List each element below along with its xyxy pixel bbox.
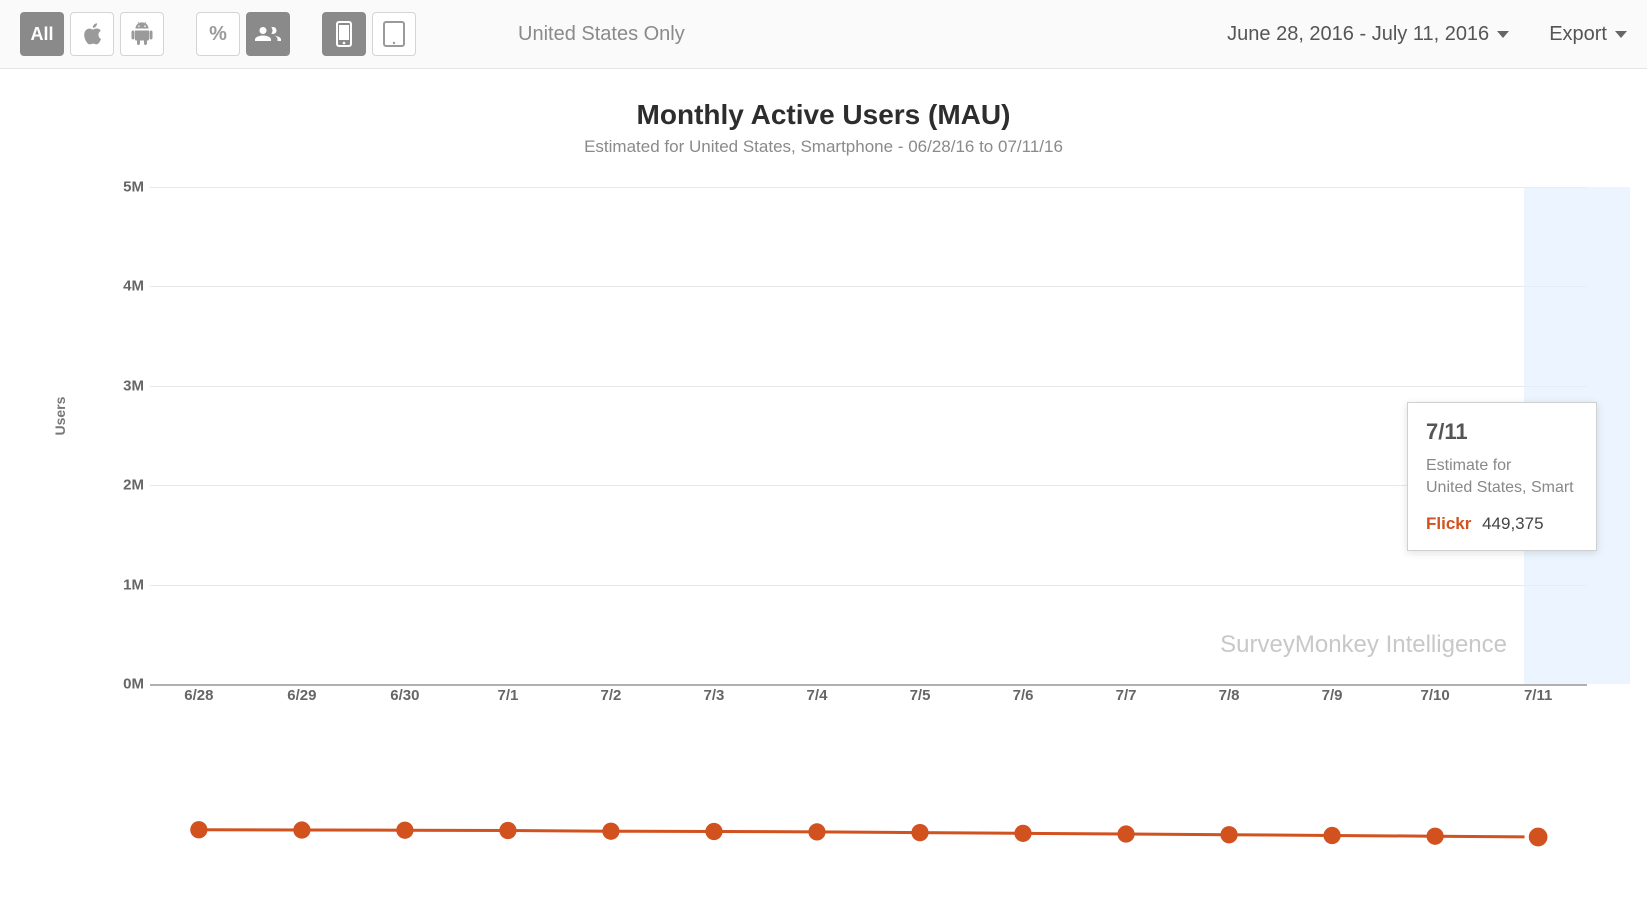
- filter-apple-button[interactable]: [70, 12, 114, 56]
- smartphone-icon: [336, 21, 352, 47]
- y-tick: 4M: [104, 278, 144, 295]
- chart-container: Monthly Active Users (MAU) Estimated for…: [0, 69, 1647, 727]
- x-axis-ticks: 6/28 6/29 6/30 7/1 7/2 7/3 7/4 7/5 7/6 7/7 7/8 7/9 7…: [150, 687, 1587, 711]
- toolbar: All % United States Only June 28, 2016 -…: [0, 0, 1647, 69]
- toolbar-right: June 28, 2016 - July 11, 2016 Export: [1227, 23, 1627, 46]
- chart-subtitle: Estimated for United States, Smartphone …: [40, 137, 1607, 157]
- date-range-text: June 28, 2016 - July 11, 2016: [1227, 23, 1489, 46]
- filter-all-button[interactable]: All: [20, 12, 64, 56]
- apple-icon: [82, 22, 102, 46]
- filter-android-button[interactable]: [120, 12, 164, 56]
- filter-all-label: All: [30, 24, 53, 45]
- tooltip-subtitle: Estimate for United States, Smart: [1426, 455, 1578, 500]
- export-label: Export: [1549, 23, 1607, 46]
- x-tick: 7/10: [1421, 687, 1450, 704]
- tooltip-sub-line1: Estimate for: [1426, 457, 1511, 474]
- tooltip-sub-line2: United States, Smart: [1426, 479, 1574, 496]
- users-icon: [255, 26, 281, 42]
- line-series: [150, 187, 1587, 901]
- y-tick: 5M: [104, 179, 144, 196]
- y-tick: 0M: [104, 676, 144, 693]
- export-button[interactable]: Export: [1549, 23, 1627, 46]
- tooltip-series-value: 449,375: [1482, 514, 1543, 533]
- chevron-down-icon: [1615, 31, 1627, 38]
- x-tick: 7/3: [704, 687, 725, 704]
- x-tick: 7/8: [1219, 687, 1240, 704]
- y-tick: 2M: [104, 477, 144, 494]
- x-tick: 7/6: [1013, 687, 1034, 704]
- x-tick: 7/7: [1116, 687, 1137, 704]
- y-tick: 1M: [104, 576, 144, 593]
- device-group: [322, 12, 416, 56]
- x-tick: 6/29: [287, 687, 316, 704]
- x-tick: 7/1: [497, 687, 518, 704]
- x-tick: 7/2: [601, 687, 622, 704]
- chevron-down-icon: [1497, 31, 1509, 38]
- x-tick: 7/11: [1524, 687, 1552, 704]
- tooltip-date: 7/11: [1426, 419, 1578, 445]
- x-tick: 7/4: [807, 687, 828, 704]
- y-tick: 3M: [104, 377, 144, 394]
- metric-group: %: [196, 12, 290, 56]
- tooltip-series-name: Flickr: [1426, 514, 1471, 533]
- tooltip: 7/11 Estimate for United States, Smart F…: [1407, 402, 1597, 551]
- tooltip-series-row: Flickr 449,375: [1426, 514, 1578, 534]
- users-button[interactable]: [246, 12, 290, 56]
- y-axis-label: Users: [52, 397, 68, 436]
- date-range-picker[interactable]: June 28, 2016 - July 11, 2016: [1227, 23, 1509, 46]
- smartphone-button[interactable]: [322, 12, 366, 56]
- tablet-button[interactable]: [372, 12, 416, 56]
- region-label: United States Only: [518, 23, 1219, 46]
- x-tick: 7/5: [910, 687, 931, 704]
- x-tick: 7/9: [1322, 687, 1343, 704]
- android-icon: [131, 22, 153, 46]
- x-tick: 6/30: [390, 687, 419, 704]
- x-tick: 6/28: [184, 687, 213, 704]
- tablet-icon: [383, 21, 405, 47]
- chart-title: Monthly Active Users (MAU): [40, 99, 1607, 131]
- percent-label: %: [209, 23, 227, 46]
- percent-button[interactable]: %: [196, 12, 240, 56]
- platform-filter-group: All: [20, 12, 164, 56]
- plot-area: Users 0M1M2M3M4M5M 6/286/296/307/17/27/3…: [110, 187, 1587, 707]
